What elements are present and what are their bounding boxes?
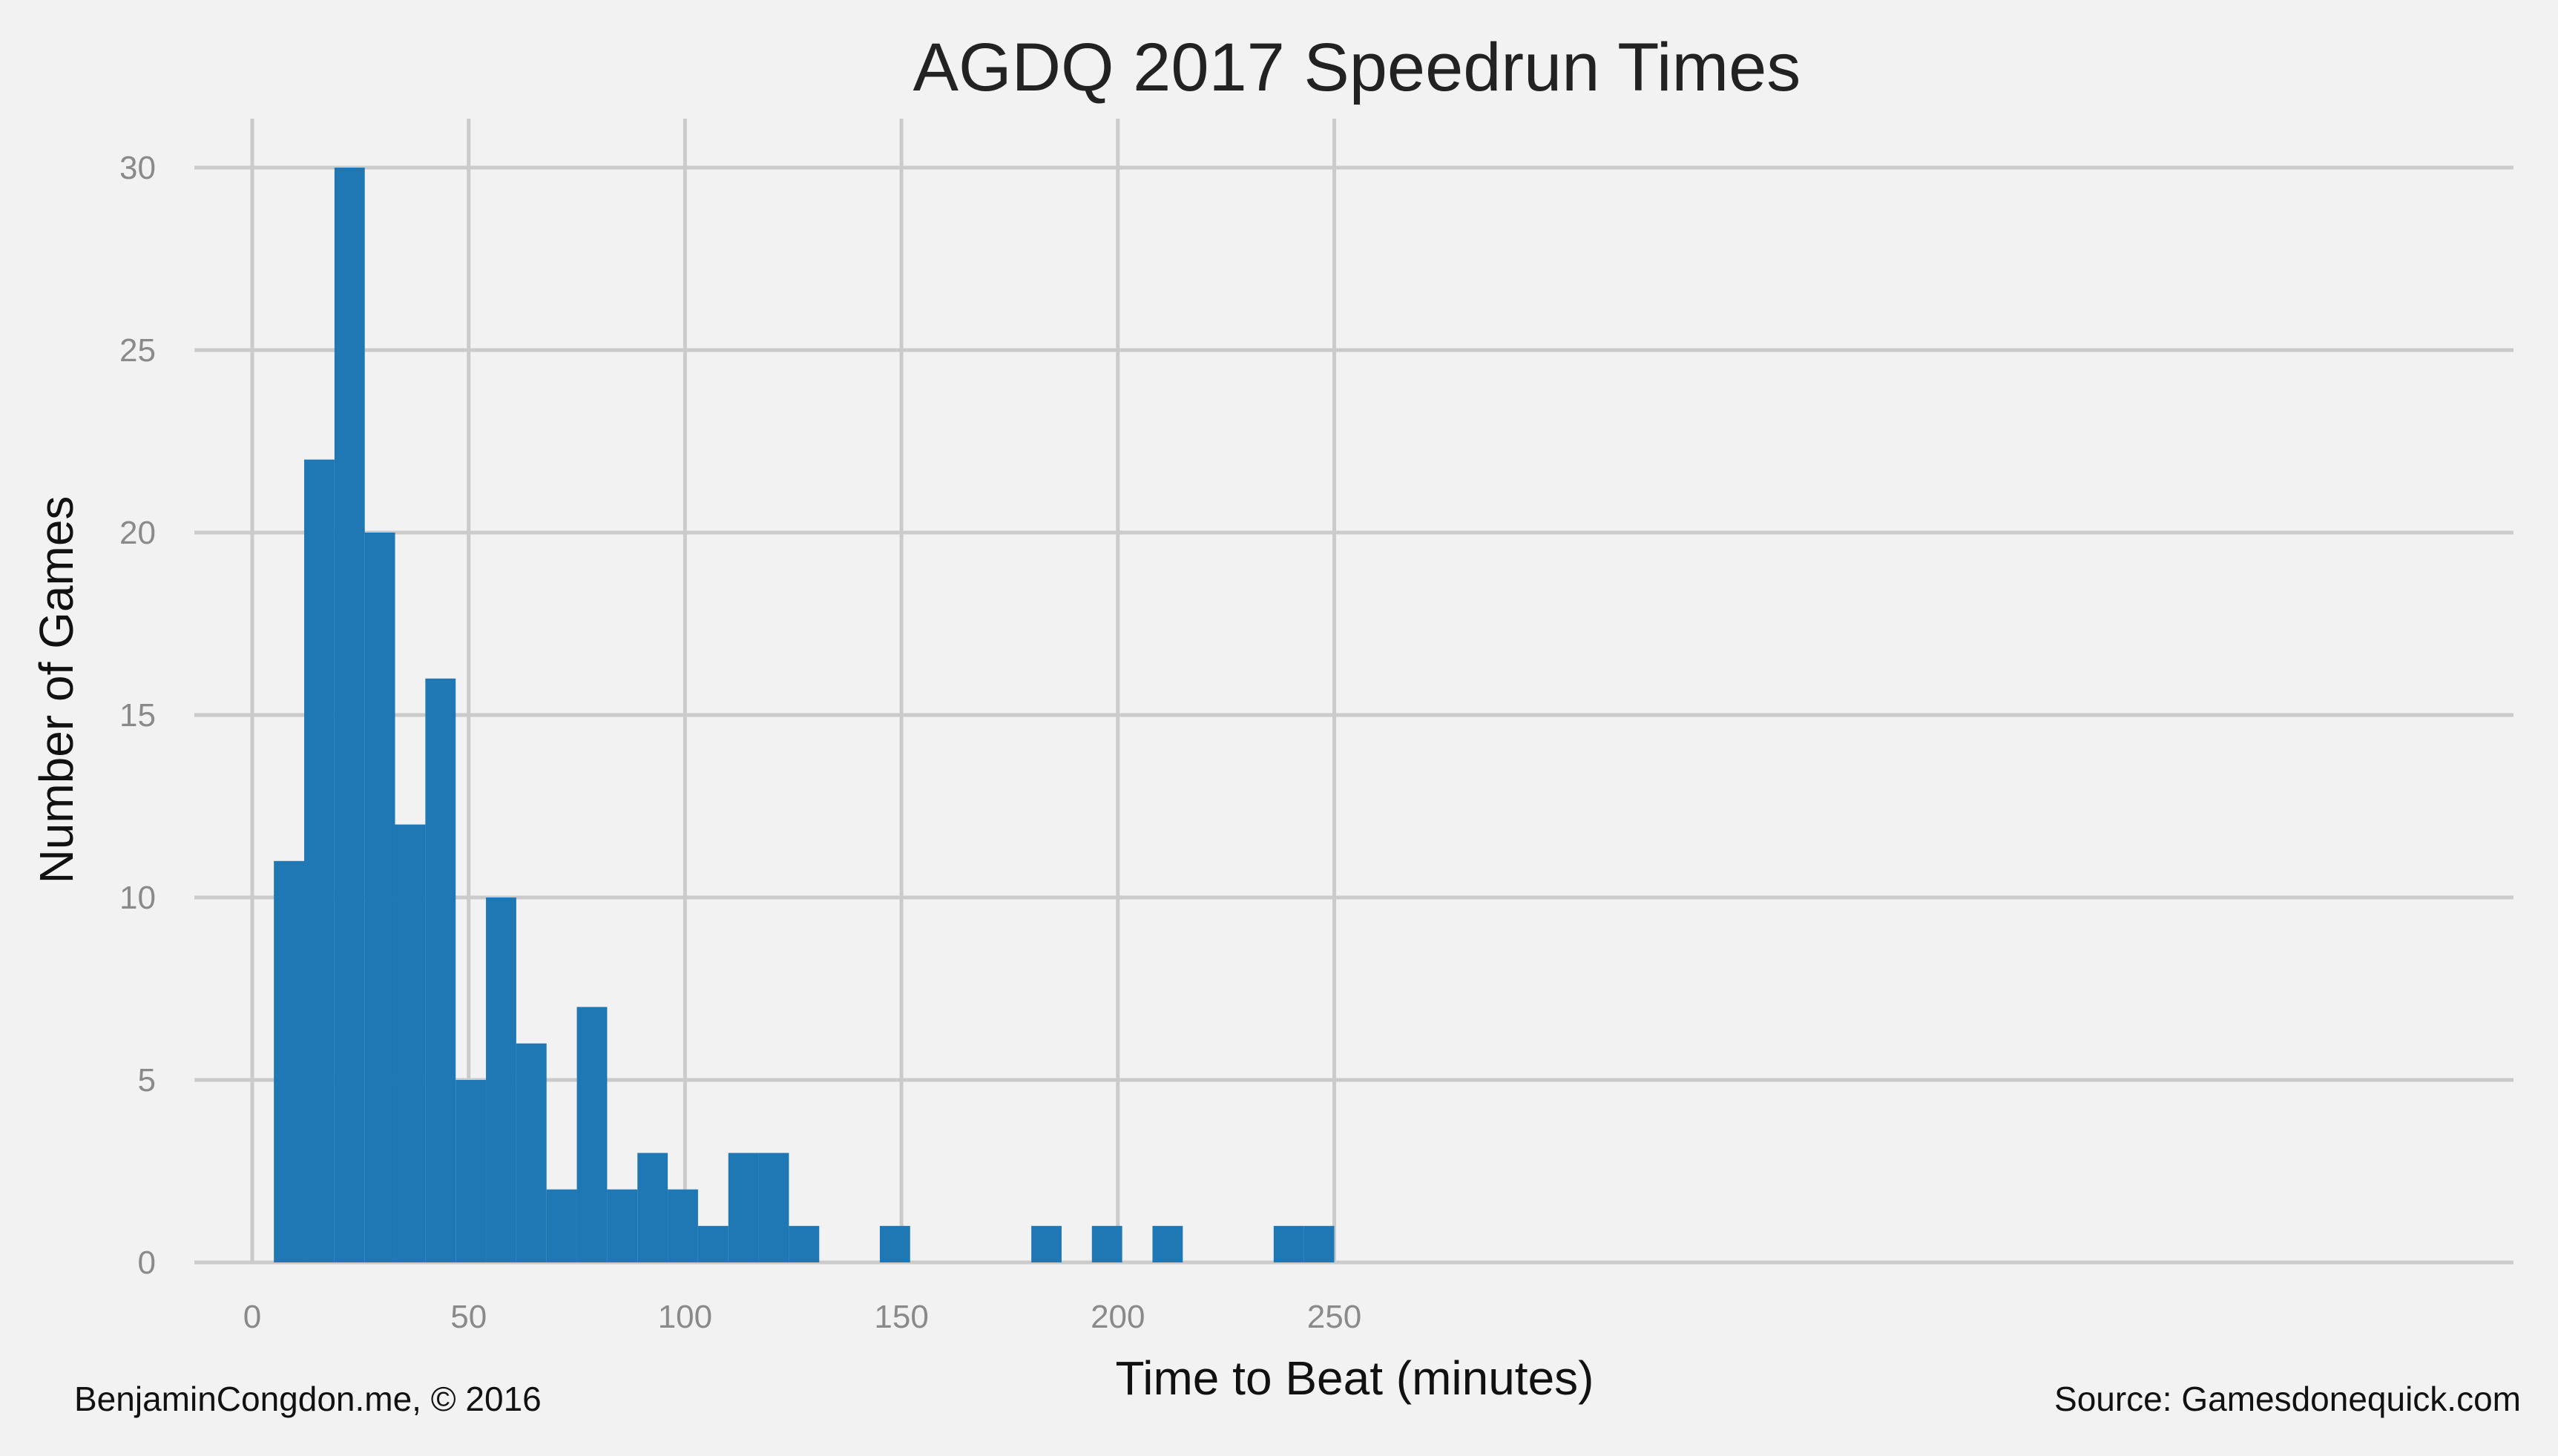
x-tick-label: 200	[1091, 1299, 1145, 1335]
histogram-bar	[697, 1225, 729, 1262]
y-tick-label: 0	[138, 1245, 156, 1281]
histogram-bar	[576, 1007, 608, 1262]
histogram-bar	[789, 1225, 820, 1262]
histogram-bar	[637, 1153, 668, 1262]
y-tick-label: 20	[119, 515, 156, 551]
histogram-bar	[668, 1189, 698, 1262]
histogram-bar	[456, 1080, 487, 1262]
footer-source: Source: Gamesdonequick.com	[2054, 1380, 2521, 1418]
histogram-bar	[758, 1153, 789, 1262]
histogram-bar	[395, 824, 426, 1262]
histogram-bar	[486, 897, 516, 1262]
histogram-bar	[546, 1189, 577, 1262]
y-tick-label: 10	[119, 880, 156, 916]
histogram-bar	[1091, 1225, 1122, 1262]
x-tick-label: 150	[874, 1299, 928, 1335]
y-tick-labels: 0 5 10 15 20 25 30	[119, 150, 156, 1281]
histogram-bar	[1152, 1225, 1183, 1262]
histogram-bar	[728, 1153, 759, 1262]
y-tick-label: 15	[119, 697, 156, 734]
x-tick-label: 100	[658, 1299, 712, 1335]
x-tick-label: 250	[1307, 1299, 1361, 1335]
histogram-bar	[425, 678, 456, 1262]
histogram-bar	[274, 860, 305, 1262]
chart-title: AGDQ 2017 Speedrun Times	[913, 30, 1801, 105]
histogram-bar	[607, 1189, 638, 1262]
x-tick-label: 50	[450, 1299, 487, 1335]
histogram-bars	[274, 168, 1335, 1262]
x-tick-labels: 0 50 100 150 200 250	[243, 1299, 1361, 1335]
x-axis-title: Time to Beat (minutes)	[1116, 1351, 1594, 1405]
histogram-bar	[1303, 1225, 1335, 1262]
histogram-bar	[304, 459, 335, 1262]
histogram-bar	[334, 168, 365, 1262]
histogram-bar	[516, 1043, 547, 1262]
histogram-bar	[1031, 1225, 1062, 1262]
histogram-bar	[364, 533, 395, 1262]
y-axis-title: Number of Games	[30, 496, 83, 884]
y-tick-label: 25	[119, 332, 156, 369]
histogram-bar	[879, 1225, 910, 1262]
x-tick-label: 0	[243, 1299, 261, 1335]
footer-credit: BenjaminCongdon.me, © 2016	[74, 1380, 542, 1418]
y-tick-label: 30	[119, 150, 156, 186]
y-tick-label: 5	[138, 1062, 156, 1098]
histogram-bar	[1273, 1225, 1304, 1262]
